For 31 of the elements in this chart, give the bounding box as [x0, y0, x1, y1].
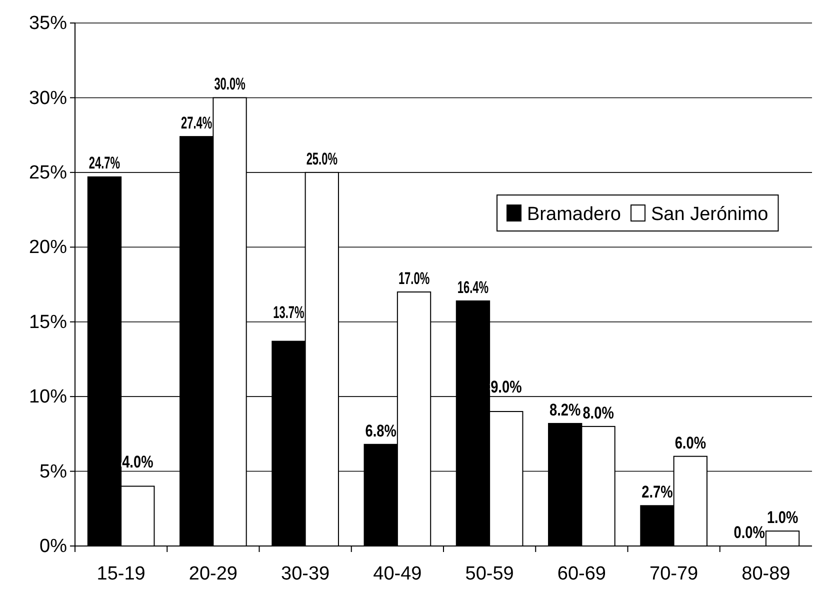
- data-label: 9.0%: [490, 378, 530, 397]
- legend-label: San Jerónimo: [651, 204, 768, 225]
- y-tick-label: 20%: [28, 237, 68, 258]
- data-label: 8.0%: [582, 403, 622, 422]
- x-tick-label: 15-19: [96, 563, 146, 584]
- y-tick-label: 5%: [40, 461, 68, 482]
- data-label: 30.0%: [214, 74, 262, 94]
- x-tick-label: 40-49: [373, 563, 422, 584]
- data-label: 16.4%: [457, 278, 506, 297]
- data-label: 27.4%: [181, 114, 230, 133]
- data-label: 6.8%: [365, 421, 404, 440]
- x-tick-label: 20-29: [188, 563, 238, 584]
- x-tick-label: 70-79: [650, 563, 698, 584]
- x-tick-label: 50-59: [465, 563, 514, 584]
- y-tick-label: 35%: [28, 13, 68, 34]
- data-label: 4.0%: [122, 452, 161, 472]
- x-tick-label: 60-69: [557, 563, 606, 584]
- data-label: 13.7%: [273, 302, 322, 322]
- x-tick-label: 30-39: [281, 563, 330, 584]
- x-tick-label: 80-89: [742, 563, 790, 584]
- data-label: 24.7%: [88, 153, 138, 172]
- y-tick-label: 25%: [28, 162, 68, 184]
- y-tick-label: 15%: [28, 312, 68, 333]
- legend-label: Bramadero: [527, 204, 621, 225]
- y-tick-label: 30%: [28, 88, 68, 109]
- data-label: 17.0%: [398, 268, 447, 288]
- data-label: 25.0%: [306, 149, 355, 168]
- data-label: 2.7%: [642, 482, 680, 502]
- data-label: 6.0%: [674, 433, 714, 452]
- y-tick-label: 0%: [40, 536, 68, 558]
- y-tick-label: 10%: [28, 386, 68, 408]
